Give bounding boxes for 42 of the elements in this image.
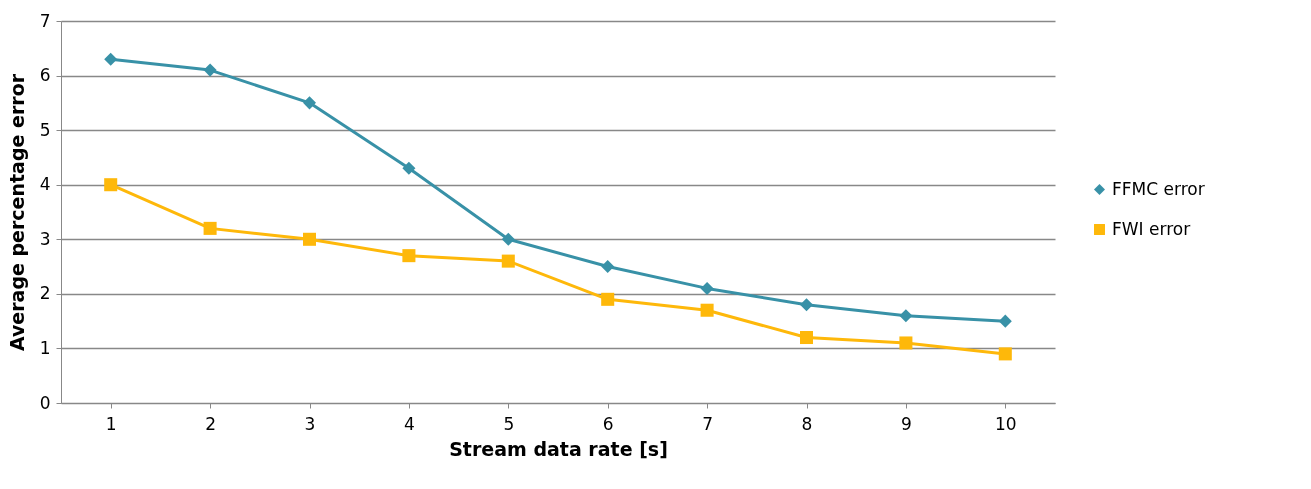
point [402,249,416,263]
x-tick-label: 6 [602,413,614,434]
y-tick-label: 3 [39,228,51,249]
legend-label: FFMC error [1112,178,1205,199]
y-axis-title: Average percentage error [5,73,28,352]
point [899,309,913,323]
legend-label: FWI error [1112,218,1191,239]
point [799,298,814,312]
point [402,161,416,175]
y-tick-label: 5 [39,119,51,140]
x-tick-label: 8 [801,413,813,434]
point [899,336,913,350]
point [601,260,615,274]
point [302,232,317,246]
point [501,254,515,268]
x-tick-label: 5 [503,413,515,434]
point [799,331,814,345]
point [104,178,118,192]
y-tick-label: 7 [39,10,51,31]
y-tick-label: 0 [39,392,51,413]
x-axis-title: Stream data rate [s] [449,437,668,460]
point [998,314,1012,328]
x-tick-label: 7 [702,413,714,434]
point [104,52,118,66]
x-tick-label: 3 [304,413,316,434]
point [501,232,515,246]
y-tick-label: 6 [39,65,51,86]
point [302,96,317,110]
point [203,221,217,235]
x-tick-label: 9 [900,413,912,434]
point [203,63,217,77]
x-tick-label: 2 [205,413,217,434]
y-tick-label: 2 [39,283,51,304]
x-tick-label: 10 [994,413,1017,434]
y-tick-label: 1 [39,337,51,358]
point [700,303,714,317]
point [700,281,714,295]
x-tick-label: 1 [105,413,117,434]
y-tick-label: 4 [39,174,51,195]
point [998,347,1012,361]
x-tick-label: 4 [403,413,415,434]
point [601,292,615,306]
